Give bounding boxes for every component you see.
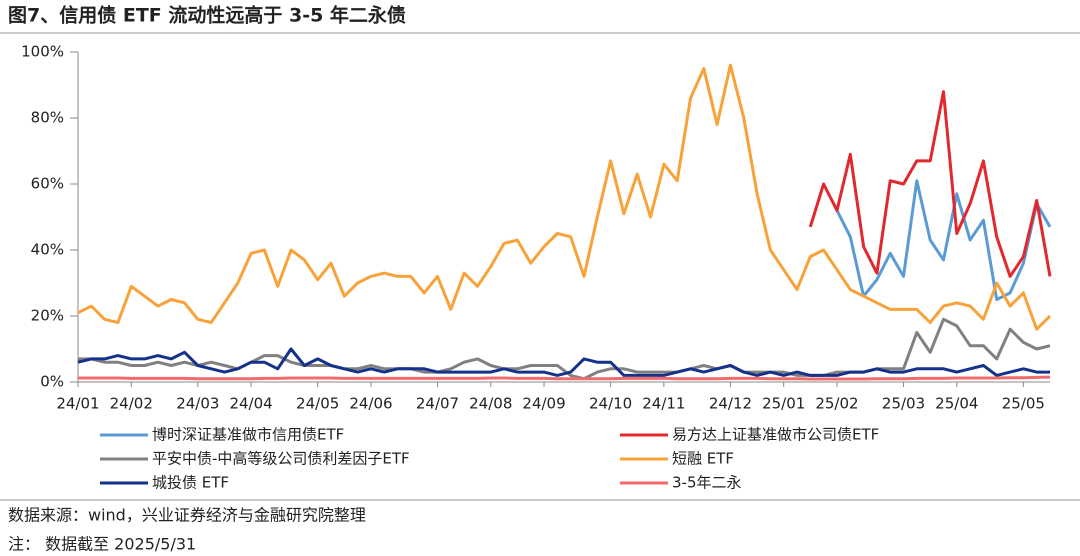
x-tick-label: 24/01	[56, 395, 99, 413]
series-line	[808, 90, 1052, 278]
legend-label: 3-5年二永	[672, 474, 742, 492]
y-tick-label: 60%	[31, 175, 64, 193]
x-tick-label: 24/06	[349, 395, 392, 413]
y-tick-label: 100%	[21, 43, 64, 61]
x-tick-label: 24/04	[229, 395, 272, 413]
legend-label: 平安中债-中高等级公司债利差因子ETF	[152, 450, 410, 468]
series-line	[77, 63, 1052, 331]
x-tick-label: 24/12	[709, 395, 752, 413]
series-line	[78, 375, 1051, 381]
x-tick-label: 24/08	[469, 395, 512, 413]
legend-label: 博时深证基准做市信用债ETF	[152, 426, 344, 444]
series-line	[77, 347, 1050, 377]
x-tick-label: 25/04	[935, 395, 978, 413]
x-tick-label: 25/05	[1002, 395, 1045, 413]
note: 注： 数据截至 2025/5/31	[8, 535, 196, 554]
y-tick-label: 80%	[31, 109, 64, 127]
x-tick-label: 24/07	[416, 395, 459, 413]
x-tick-label: 24/03	[176, 395, 219, 413]
y-tick-label: 40%	[31, 241, 64, 259]
x-tick-label: 25/01	[762, 395, 805, 413]
chart-title: 图7、信用债 ETF 流动性远高于 3-5 年二永债	[8, 4, 406, 27]
x-tick-label: 24/11	[642, 395, 685, 413]
source: 数据来源：wind，兴业证券经济与金融研究院整理	[8, 506, 366, 525]
y-tick-label: 0%	[40, 373, 64, 391]
x-tick-label: 24/10	[589, 395, 632, 413]
y-tick-label: 20%	[31, 307, 64, 325]
x-tick-label: 25/03	[882, 395, 925, 413]
legend-label: 易方达上证基准做市公司债ETF	[672, 426, 879, 444]
legend-label: 短融 ETF	[672, 450, 734, 468]
x-tick-label: 24/05	[296, 395, 339, 413]
legend-label: 城投债 ETF	[152, 474, 229, 492]
series-line	[78, 317, 1051, 381]
x-tick-label: 24/09	[522, 395, 565, 413]
x-tick-label: 24/02	[110, 395, 153, 413]
x-tick-label: 25/02	[815, 395, 858, 413]
series-line	[835, 179, 1052, 301]
